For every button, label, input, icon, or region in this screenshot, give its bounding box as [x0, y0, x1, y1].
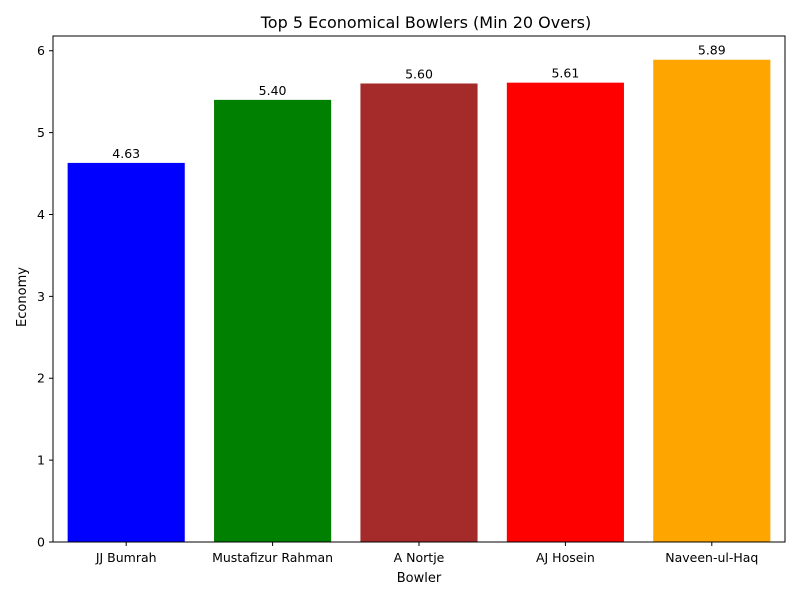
y-tick-label-4: 4 — [37, 207, 45, 222]
y-axis: 0 1 2 3 4 5 6 — [37, 43, 53, 550]
bar-3 — [506, 82, 624, 542]
data-label-3: 5.61 — [551, 66, 579, 81]
y-tick-label-1: 1 — [37, 453, 45, 468]
x-tick-label-2: A Nortje — [394, 550, 445, 565]
bar-0 — [67, 162, 185, 543]
data-label-4: 5.89 — [698, 43, 726, 58]
bar-1 — [214, 99, 332, 542]
x-axis-label: Bowler — [397, 571, 442, 586]
y-tick-label-5: 5 — [37, 125, 45, 140]
data-label-0: 4.63 — [112, 146, 140, 161]
x-tick-label-1: Mustafizur Rahman — [212, 550, 333, 565]
data-label-1: 5.40 — [259, 83, 287, 98]
y-axis-label: Economy — [15, 267, 30, 327]
y-tick-label-3: 3 — [37, 289, 45, 304]
chart-title: Top 5 Economical Bowlers (Min 20 Overs) — [260, 13, 592, 32]
x-tick-label-4: Naveen-ul-Haq — [665, 550, 758, 565]
x-axis: JJ Bumrah Mustafizur Rahman A Nortje AJ Hos… — [95, 542, 758, 565]
x-tick-label-3: AJ Hosein — [536, 550, 595, 565]
plot-area: 4.63 5.40 5.60 5.61 5.89 — [52, 35, 786, 543]
y-tick-label-2: 2 — [37, 371, 45, 386]
bar-4 — [653, 59, 771, 543]
data-label-2: 5.60 — [405, 66, 433, 81]
bar-2 — [360, 83, 478, 542]
x-tick-label-0: JJ Bumrah — [95, 550, 157, 565]
y-tick-label-0: 0 — [37, 535, 45, 550]
y-tick-label-6: 6 — [37, 43, 45, 58]
